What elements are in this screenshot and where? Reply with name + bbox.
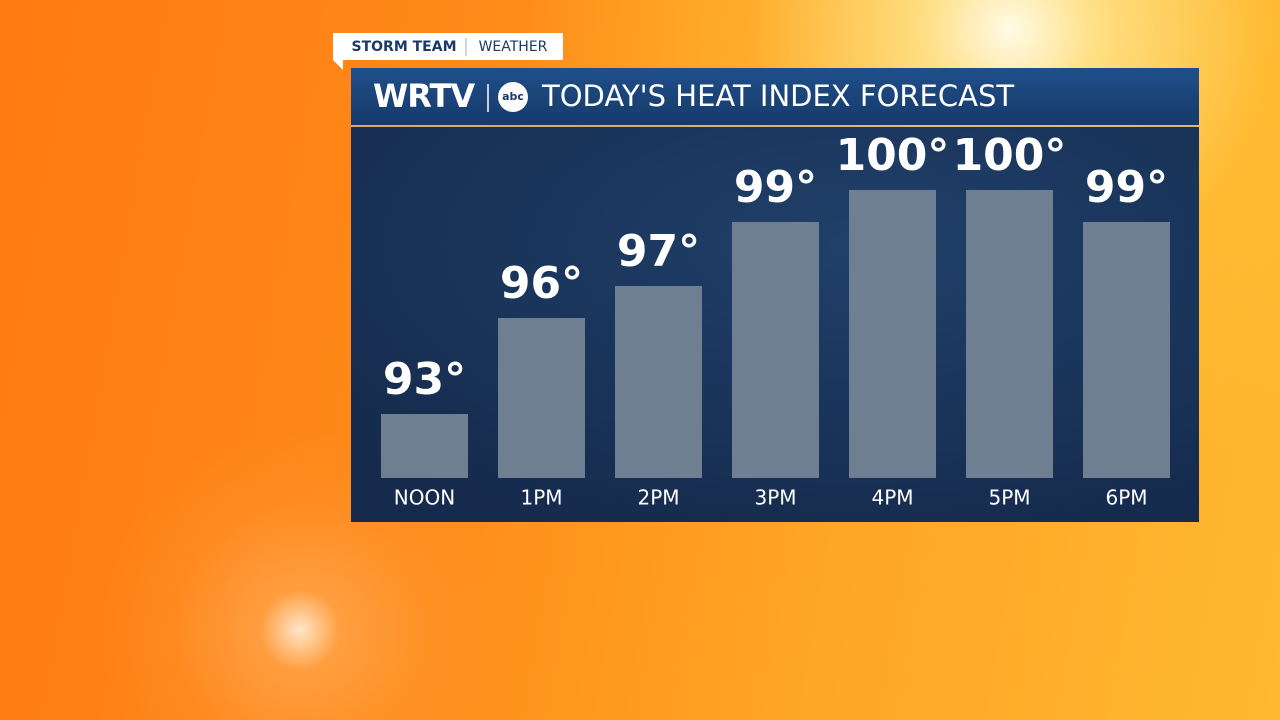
- network-text: abc: [502, 90, 524, 103]
- tag-box: [333, 33, 563, 70]
- value-label: 100°: [953, 130, 1067, 181]
- value-label: 99°: [734, 162, 817, 213]
- network-logo: [498, 82, 528, 112]
- header-bar: [351, 68, 1199, 125]
- x-tick-label: 1PM: [520, 486, 562, 510]
- x-tick-label: 6PM: [1105, 486, 1147, 510]
- value-label: 99°: [1085, 162, 1168, 213]
- bar: [966, 190, 1053, 478]
- bar: [1083, 222, 1170, 478]
- bar: [732, 222, 819, 478]
- value-label: 96°: [500, 258, 583, 309]
- x-tick-label: 5PM: [988, 486, 1030, 510]
- chart-title: TODAY'S HEAT INDEX FORECAST: [541, 79, 1014, 113]
- bar: [615, 286, 702, 478]
- x-tick-label: 3PM: [754, 486, 796, 510]
- x-tick-label: 4PM: [871, 486, 913, 510]
- tag-right: WEATHER: [479, 39, 548, 55]
- bar: [849, 190, 936, 478]
- station-logo: WRTV: [373, 77, 475, 115]
- tag-left: STORM TEAM: [352, 39, 457, 55]
- value-label: 97°: [617, 226, 700, 277]
- bar: [381, 414, 468, 478]
- x-tick-label: 2PM: [637, 486, 679, 510]
- x-tick-label: NOON: [394, 486, 455, 510]
- value-label: 93°: [383, 354, 466, 405]
- bar: [498, 318, 585, 478]
- value-label: 100°: [836, 130, 950, 181]
